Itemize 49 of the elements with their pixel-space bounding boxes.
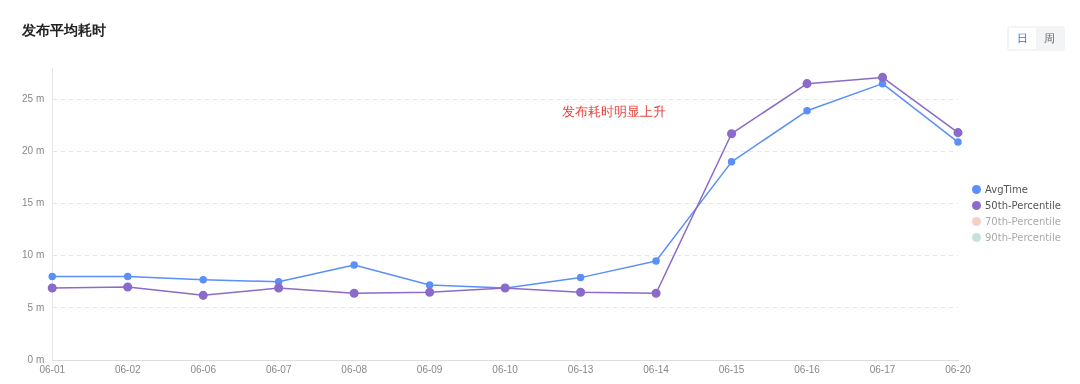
point xyxy=(274,278,283,286)
point xyxy=(953,128,963,138)
x-tick-label: 06-07 xyxy=(265,363,292,375)
point xyxy=(349,288,359,298)
x-tick-label: 06-02 xyxy=(114,363,141,375)
point xyxy=(425,281,434,289)
point xyxy=(803,107,811,115)
x-tick-label: 06-10 xyxy=(492,363,519,375)
point xyxy=(123,272,132,281)
y-tick-label: 15 m xyxy=(22,197,45,209)
x-tick-label: 06-08 xyxy=(341,363,368,375)
point xyxy=(877,72,888,82)
point xyxy=(199,275,207,284)
x-tick-label: 06-16 xyxy=(794,363,821,375)
toggle-switch: 日 周 xyxy=(1007,26,1065,51)
point xyxy=(123,282,133,292)
y-tick-label: 0 m xyxy=(27,353,45,365)
point xyxy=(652,257,660,265)
x-tick-label: 06-01 xyxy=(39,363,66,375)
point xyxy=(350,261,358,269)
legend-label: AvgTime xyxy=(985,183,1028,195)
annotation: 发布耗时明显上升 xyxy=(561,102,666,121)
x-tick-label: 06-20 xyxy=(945,363,972,375)
legend-label: 50th-Percentile xyxy=(985,199,1061,211)
y-tick-label: 10 m xyxy=(22,249,45,261)
chart-title: 发布平均耗时 xyxy=(22,22,106,40)
x-tick-label: 06-15 xyxy=(718,363,745,375)
x-tick-label: 06-17 xyxy=(869,363,896,375)
legend-label: 70th-Percentile xyxy=(985,215,1061,227)
x-tick-label: 06-13 xyxy=(567,363,594,375)
point xyxy=(576,273,585,282)
point xyxy=(48,272,56,281)
y-tick-label: 5 m xyxy=(27,301,45,313)
x-tick-label: 06-14 xyxy=(643,363,670,375)
point xyxy=(576,287,586,297)
legend-label: 90th-Percentile xyxy=(985,231,1061,243)
point xyxy=(727,129,737,139)
point xyxy=(802,79,812,89)
point xyxy=(425,287,435,297)
point xyxy=(47,283,57,293)
x-tick-label: 06-06 xyxy=(190,363,217,375)
y-tick-label: 25 m xyxy=(22,93,45,105)
point xyxy=(198,290,208,300)
point xyxy=(727,158,736,166)
point xyxy=(651,288,661,298)
point xyxy=(274,283,284,293)
point xyxy=(954,138,962,146)
y-tick-label: 20 m xyxy=(22,145,45,157)
x-tick-label: 06-09 xyxy=(416,363,443,375)
